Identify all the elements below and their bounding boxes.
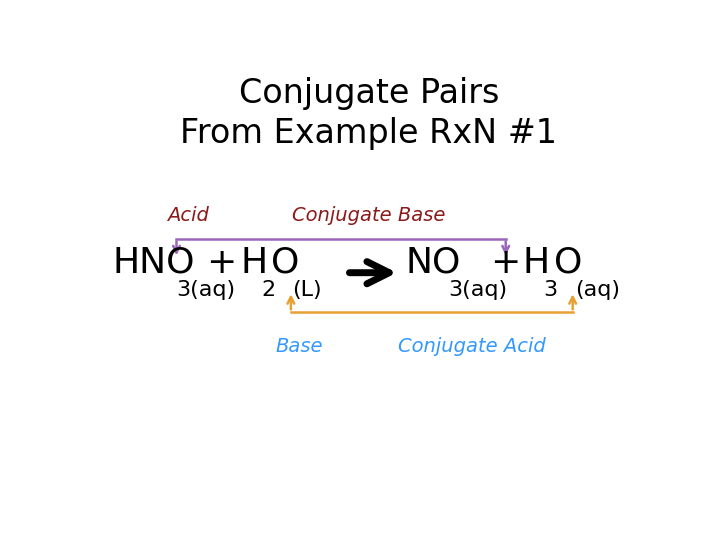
- Text: 2: 2: [262, 280, 276, 300]
- Text: NO: NO: [405, 246, 461, 280]
- Text: 3: 3: [544, 280, 558, 300]
- Text: Base: Base: [276, 337, 323, 356]
- Text: Acid: Acid: [167, 206, 209, 225]
- Text: 3(aq): 3(aq): [176, 280, 235, 300]
- Text: +: +: [490, 246, 521, 280]
- Text: 3(aq): 3(aq): [449, 280, 508, 300]
- Text: (aq): (aq): [575, 280, 621, 300]
- Text: Conjugate Acid: Conjugate Acid: [398, 337, 546, 356]
- Text: +: +: [206, 246, 236, 280]
- Text: O: O: [271, 246, 300, 280]
- Text: (L): (L): [292, 280, 322, 300]
- Text: H: H: [523, 246, 549, 280]
- Text: Conjugate Pairs
From Example RxN #1: Conjugate Pairs From Example RxN #1: [181, 77, 557, 150]
- Text: HNO: HNO: [112, 246, 195, 280]
- Text: H: H: [240, 246, 268, 280]
- Text: O: O: [554, 246, 582, 280]
- Text: Conjugate Base: Conjugate Base: [292, 206, 446, 225]
